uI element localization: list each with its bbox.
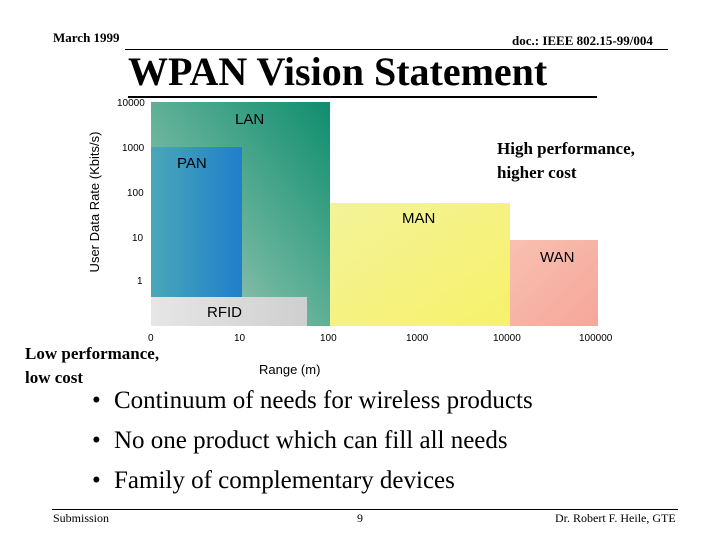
y-tick-label: 10	[132, 233, 144, 244]
note-line: low cost	[25, 368, 84, 387]
x-tick-label: 100000	[579, 333, 613, 344]
title-underline	[128, 96, 597, 98]
bullet-list: • Continuum of needs for wireless product…	[92, 381, 533, 501]
x-tick-label: 1000	[406, 333, 429, 344]
region-man	[330, 203, 510, 326]
y-tick-label: 1000	[122, 143, 145, 154]
footer-divider	[52, 509, 678, 510]
footer-submission: Submission	[53, 511, 110, 525]
region-label-wan: WAN	[540, 249, 574, 266]
region-label-man: MAN	[402, 210, 435, 227]
footer-page-number: 9	[357, 511, 363, 525]
y-axis-title: User Data Rate (Kbits/s)	[87, 132, 102, 273]
bullet-item: • No one product which can fill all needs	[92, 421, 533, 461]
bullet-item: • Continuum of needs for wireless product…	[92, 381, 533, 421]
header-doc-id: doc.: IEEE 802.15-99/004	[512, 33, 653, 48]
note-line: High performance,	[497, 139, 635, 158]
note-line: Low performance,	[25, 344, 160, 363]
header-date: March 1999	[53, 30, 120, 45]
header-divider	[125, 49, 668, 50]
footer-author: Dr. Robert F. Heile, GTE	[555, 511, 676, 525]
region-label-rfid: RFID	[207, 304, 242, 321]
y-tick-label: 10000	[117, 98, 145, 109]
x-tick-label: 100	[320, 333, 337, 344]
wireless-range-chart: LAN PAN MAN WAN RFID 10000 1000 100 10 1…	[87, 98, 613, 377]
x-axis-title: Range (m)	[259, 362, 320, 377]
y-tick-label: 100	[127, 188, 144, 199]
region-label-lan: LAN	[235, 111, 264, 128]
y-tick-label: 1	[137, 276, 143, 287]
low-performance-note: Low performance, low cost	[25, 342, 225, 390]
region-wan	[510, 240, 598, 326]
x-tick-label: 10	[234, 333, 246, 344]
region-rfid	[151, 297, 307, 326]
slide-title: WPAN Vision Statement	[128, 49, 548, 94]
note-line: higher cost	[497, 163, 577, 182]
x-tick-label: 10000	[493, 333, 521, 344]
bullet-item: • Family of complementary devices	[92, 461, 533, 501]
bullet-dot-icon: •	[92, 387, 101, 414]
bullet-dot-icon: •	[92, 427, 101, 454]
region-pan	[151, 147, 242, 297]
region-label-pan: PAN	[177, 155, 207, 172]
x-tick-label: 0	[148, 333, 154, 344]
bullet-dot-icon: •	[92, 467, 101, 494]
high-performance-note: High performance, higher cost	[497, 137, 677, 185]
